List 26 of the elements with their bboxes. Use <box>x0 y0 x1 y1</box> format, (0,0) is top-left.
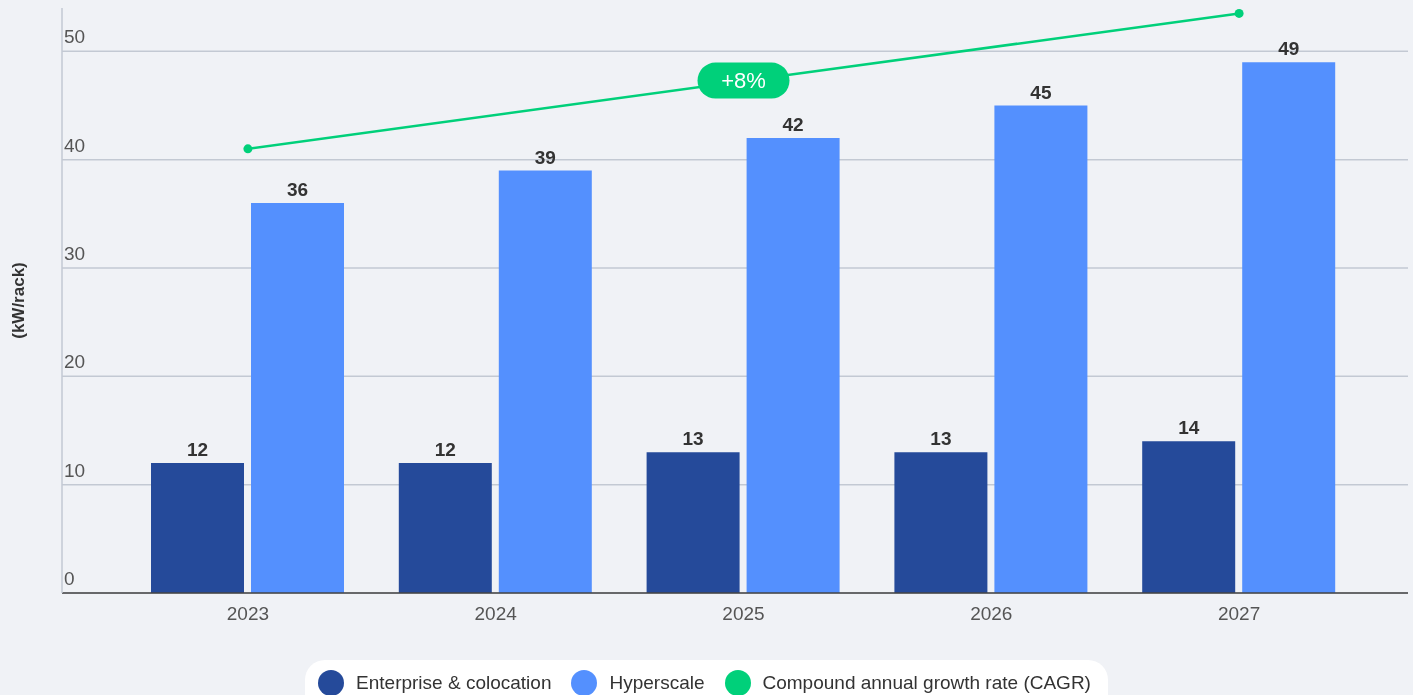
x-tick-label: 2024 <box>474 603 518 625</box>
x-tick-label: 2023 <box>226 603 270 625</box>
data-label: 39 <box>534 146 556 168</box>
y-tick-label: 0 <box>64 568 75 589</box>
legend-label: Compound annual growth rate (CAGR) <box>762 671 1091 694</box>
x-tick-label: 2025 <box>722 603 765 625</box>
data-label: 42 <box>782 114 804 135</box>
annotation: +8% <box>721 68 766 94</box>
data-label: 13 <box>930 428 952 450</box>
data-label: 12 <box>434 439 456 460</box>
data-label: 14 <box>1178 417 1200 439</box>
y-tick-label: 20 <box>64 351 86 373</box>
y-tick-label: 50 <box>64 26 86 48</box>
legend-label: Enterprise & colocation <box>356 671 552 694</box>
data-label: 36 <box>286 179 309 200</box>
x-tick-label: 2026 <box>970 603 1013 625</box>
x-tick-label: 2027 <box>1217 603 1261 625</box>
legend-label: Hyperscale <box>609 671 705 694</box>
y-axis-title: (kW/rack) <box>8 262 28 339</box>
data-label: 12 <box>186 439 209 460</box>
y-tick-label: 30 <box>64 243 86 264</box>
data-label: 45 <box>1030 81 1052 103</box>
y-tick-label: 10 <box>64 459 86 481</box>
data-label: 13 <box>682 428 704 450</box>
y-tick-label: 40 <box>64 134 86 156</box>
data-label: 49 <box>1278 38 1300 60</box>
